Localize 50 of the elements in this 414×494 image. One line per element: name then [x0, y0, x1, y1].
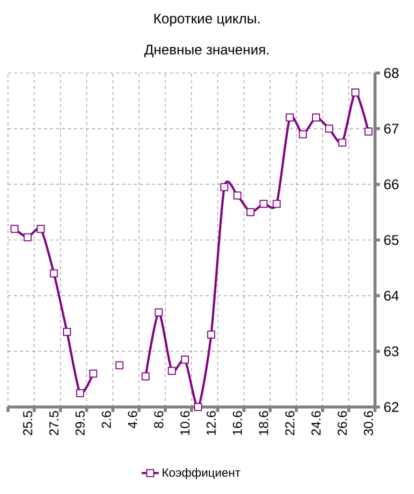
point [154, 308, 163, 316]
chart-subtitle: Дневные значения. [144, 44, 269, 58]
x-tick-label: 16.6 [232, 411, 242, 435]
point [246, 208, 254, 216]
y-tick-label: 63 [384, 346, 398, 356]
point [168, 366, 176, 375]
x-tick-label: 24.6 [311, 411, 321, 436]
x-tick-label: 4.6 [128, 411, 138, 428]
point [89, 370, 98, 378]
x-tick-label: 30.6 [364, 411, 374, 436]
x-tick-label: 10.6 [180, 411, 190, 435]
point [272, 200, 281, 208]
point [298, 130, 307, 138]
y-tick-label: 64 [384, 290, 399, 301]
x-tick-label: 27.5 [49, 411, 58, 436]
point [364, 127, 372, 136]
legend-label: Коэффициент [162, 468, 240, 480]
point [24, 233, 32, 242]
point [207, 330, 216, 339]
point [76, 389, 84, 398]
chart-title: Короткие циклы. [154, 14, 260, 26]
point [62, 328, 71, 336]
point [351, 88, 360, 96]
y-tick-label: 67 [384, 124, 398, 134]
point [338, 138, 346, 147]
x-tick-label: 25.5 [23, 411, 32, 436]
x-tick-label: 22.6 [285, 411, 294, 436]
point [220, 183, 228, 192]
point [180, 356, 189, 364]
y-tick-label: 62 [384, 402, 398, 412]
point [36, 224, 45, 233]
point [115, 361, 124, 370]
point [10, 224, 19, 233]
x-tick-label: 2.6 [102, 411, 111, 428]
y-tick-label: 68 [384, 68, 399, 78]
point [260, 200, 268, 208]
x-tick-label: 29.5 [75, 411, 85, 436]
point [286, 114, 294, 122]
x-tick-label: 8.6 [154, 411, 164, 428]
point [312, 114, 320, 122]
y-tick-label: 65 [384, 235, 399, 245]
point [50, 269, 58, 278]
point [142, 372, 150, 380]
point [194, 403, 202, 411]
x-tick-label: 26.6 [338, 411, 347, 436]
y-tick-label: 66 [384, 179, 398, 190]
x-tick-label: 18.6 [258, 411, 268, 435]
x-tick-label: 12.6 [206, 411, 216, 435]
point [233, 191, 242, 200]
point [325, 124, 334, 133]
